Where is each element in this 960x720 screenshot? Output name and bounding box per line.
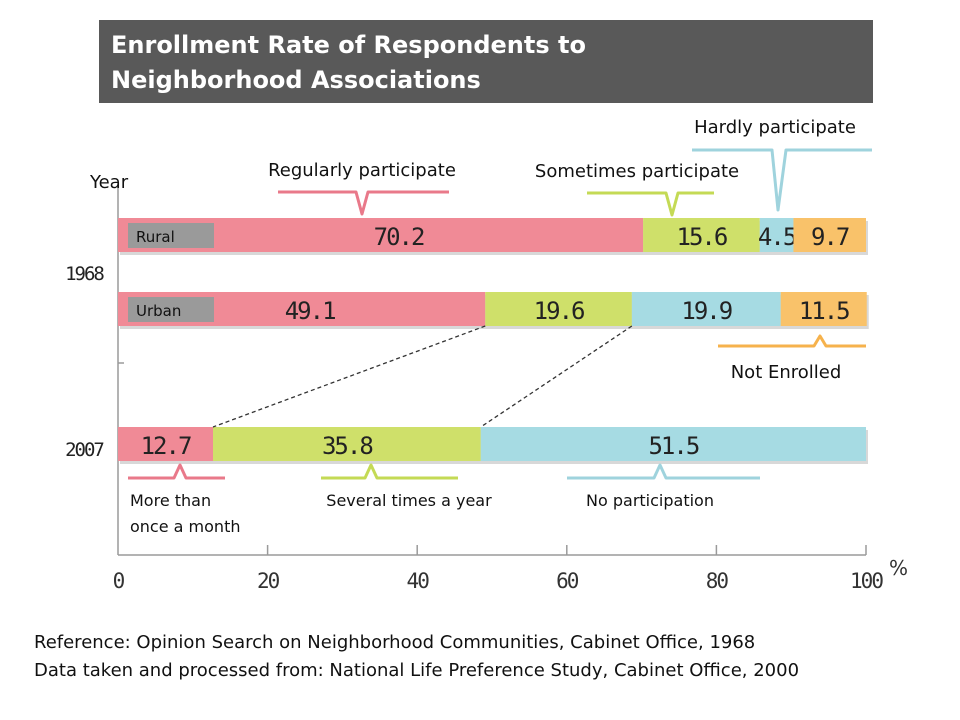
bracket-several-times-a-year	[321, 463, 458, 480]
reference-note-2: Data taken and processed from: National …	[34, 660, 800, 681]
row-tag-box	[128, 223, 214, 248]
category-label-more-than-once-a-month-line-2: once a month	[130, 517, 240, 536]
bracket-no-participation	[567, 463, 760, 480]
bar-value-label: 15.6	[677, 223, 727, 251]
bar-value-label: 12.7	[141, 432, 191, 460]
chart: 0 20 40 60 80 100% Year 70.2 15.6 4.5 9.7 Rural 49.1…	[65, 117, 908, 593]
bar-segment	[631, 292, 781, 326]
x-tick-label: 100	[850, 569, 883, 593]
bracket-regularly-participate	[278, 190, 449, 216]
category-label-sometimes-participate: Sometimes participate	[535, 161, 739, 182]
chart-title-line-1: Enrollment Rate of Respondents to	[111, 31, 586, 59]
category-label-no-participation: No participation	[586, 491, 714, 510]
x-tick-label: 40	[407, 569, 430, 593]
bar-value-label: 49.1	[285, 297, 335, 325]
bar-segment	[485, 292, 632, 326]
chart-title-line-2: Neighborhood Associations	[111, 66, 481, 94]
year-label: 2007	[65, 439, 104, 461]
connector-dashed-line	[480, 325, 633, 428]
x-tick-label: 0	[113, 569, 125, 593]
bar-segment	[480, 427, 866, 461]
category-label-regularly-participate: Regularly participate	[268, 160, 456, 181]
bar-value-label: 70.2	[374, 223, 424, 251]
bar-value-label: 11.5	[799, 297, 849, 325]
bar-value-label: 51.5	[648, 432, 698, 460]
row-tag-label: Rural	[136, 228, 175, 246]
bar-value-label: 35.8	[322, 432, 372, 460]
connector-dashed-line	[212, 325, 486, 428]
bar-segment	[793, 218, 866, 252]
bar-segment	[759, 218, 794, 252]
x-tick-label: 80	[706, 569, 729, 593]
row-tag-label: Urban	[136, 302, 181, 320]
bar-segment	[118, 427, 213, 461]
x-axis-unit-label: %	[889, 556, 908, 580]
chart-title-box: Enrollment Rate of Respondents to Neighb…	[99, 20, 873, 103]
bracket-hardly-participate	[692, 148, 872, 212]
bar-segment	[212, 427, 481, 461]
bar-segment	[643, 218, 760, 252]
year-label: 1968	[65, 263, 104, 285]
reference-note-1: Reference: Opinion Search on Neighborhoo…	[34, 632, 756, 653]
category-label-hardly-participate: Hardly participate	[694, 117, 856, 138]
bracket-not-enrolled	[718, 334, 866, 348]
bar-value-label: 19.9	[681, 297, 731, 325]
bar-value-label: 9.7	[811, 223, 849, 251]
x-tick-label: 20	[257, 569, 280, 593]
category-label-more-than-once-a-month: More than	[130, 491, 211, 510]
category-label-several-times-a-year: Several times a year	[326, 491, 492, 510]
row-tag-box	[128, 297, 214, 322]
y-axis-title: Year	[89, 172, 129, 193]
x-tick-label: 60	[556, 569, 579, 593]
bracket-more-than-once-a-month	[128, 463, 225, 480]
bar-segment	[780, 292, 867, 326]
category-label-not-enrolled: Not Enrolled	[731, 362, 842, 383]
bar-value-label: 19.6	[534, 297, 584, 325]
bar-value-label: 4.5	[758, 223, 796, 251]
bracket-sometimes-participate	[587, 191, 714, 217]
